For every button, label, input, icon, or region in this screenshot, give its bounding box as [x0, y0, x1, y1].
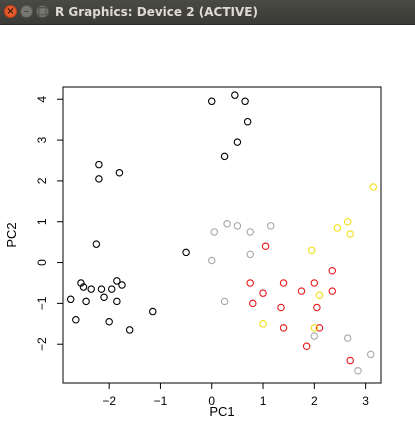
data-point-black: [95, 175, 103, 183]
data-point-black: [92, 240, 101, 248]
data-point-gray: [207, 256, 216, 265]
data-point-red: [259, 289, 267, 297]
data-point-gray: [246, 250, 254, 259]
data-point-yellow: [308, 246, 316, 255]
data-point-black: [82, 297, 90, 306]
x-tick-label: 0: [208, 394, 215, 408]
x-tick-label: −1: [154, 394, 168, 408]
y-tick-label: 2: [35, 177, 49, 184]
plot-area: −2 −1 0 1 2 3 −2 −1 0 1 2 3 4 PC1 PC2: [0, 24, 415, 437]
data-point-yellow: [259, 320, 267, 328]
data-point-red: [302, 342, 311, 351]
data-point-red: [328, 287, 337, 295]
data-point-gray: [354, 367, 362, 375]
data-point-red: [277, 303, 285, 312]
y-axis-label: PC2: [4, 222, 19, 247]
data-point-black: [149, 307, 157, 316]
data-point-yellow: [343, 217, 352, 226]
data-point-black: [182, 248, 190, 257]
data-point-black: [241, 97, 249, 106]
data-point-gray: [310, 332, 319, 340]
data-point-black: [87, 285, 95, 293]
window-title: R Graphics: Device 2 (ACTIVE): [55, 5, 258, 19]
data-point-gray: [343, 334, 352, 342]
data-point-red: [246, 279, 254, 287]
scatter-plot: −2 −1 0 1 2 3 −2 −1 0 1 2 3 4 PC1 PC2: [4, 86, 382, 419]
y-tick-label: 1: [35, 218, 49, 225]
data-point-gray: [220, 297, 229, 306]
plot-frame: [62, 86, 382, 384]
y-tick-label: 0: [35, 259, 49, 266]
data-point-red: [346, 356, 354, 365]
axes: −2 −1 0 1 2 3 −2 −1 0 1 2 3 4: [35, 96, 369, 408]
data-point-black: [115, 168, 124, 177]
data-point-yellow: [369, 183, 378, 191]
data-point-black: [100, 293, 108, 302]
maximize-icon[interactable]: □: [36, 5, 49, 18]
data-point-gray: [233, 222, 242, 230]
data-point-gray: [210, 228, 219, 236]
minimize-icon[interactable]: –: [20, 5, 33, 18]
data-point-black: [231, 91, 239, 99]
y-tick-label: −1: [35, 296, 49, 310]
data-point-red: [315, 324, 324, 332]
data-point-gray: [246, 228, 254, 236]
data-point-red: [261, 242, 270, 250]
data-point-black: [105, 318, 113, 326]
data-point-black: [118, 281, 126, 289]
data-point-black: [72, 315, 80, 324]
data-point-red: [328, 266, 337, 275]
x-tick-label: 3: [362, 394, 369, 408]
data-point-yellow: [346, 230, 354, 238]
y-tick-label: 3: [35, 136, 49, 143]
data-point-black: [220, 152, 229, 161]
data-point-black: [233, 138, 242, 146]
y-tick-label: −2: [35, 337, 49, 351]
close-icon[interactable]: ×: [4, 5, 17, 18]
x-tick-label: 1: [260, 394, 267, 408]
data-point-black: [113, 277, 121, 285]
data-point-red: [249, 299, 257, 308]
data-point-red: [279, 324, 288, 332]
data-point-yellow: [310, 324, 319, 332]
x-tick-label: 2: [311, 394, 318, 408]
data-point-red: [297, 287, 306, 295]
data-point-black: [243, 117, 252, 126]
data-point-red: [279, 279, 288, 287]
x-tick-label: −2: [102, 394, 116, 408]
data-point-gray: [223, 220, 231, 228]
data-point-yellow: [315, 291, 324, 299]
data-point-black: [113, 297, 121, 306]
y-tick-label: 4: [35, 96, 49, 103]
data-point-black: [66, 295, 75, 304]
data-point-black: [107, 285, 116, 293]
data-point-black: [95, 160, 103, 169]
data-point-black: [125, 326, 134, 334]
x-axis-label: PC1: [209, 404, 234, 419]
data-point-black: [79, 283, 88, 291]
data-point-red: [310, 279, 319, 287]
data-point-black: [207, 97, 216, 106]
data-point-gray: [266, 222, 275, 230]
data-point-black: [97, 285, 106, 293]
data-point-gray: [366, 350, 375, 359]
data-points: [66, 91, 378, 375]
data-point-red: [313, 303, 321, 312]
data-point-yellow: [333, 224, 342, 232]
title-bar[interactable]: × – □ R Graphics: Device 2 (ACTIVE): [0, 0, 415, 25]
